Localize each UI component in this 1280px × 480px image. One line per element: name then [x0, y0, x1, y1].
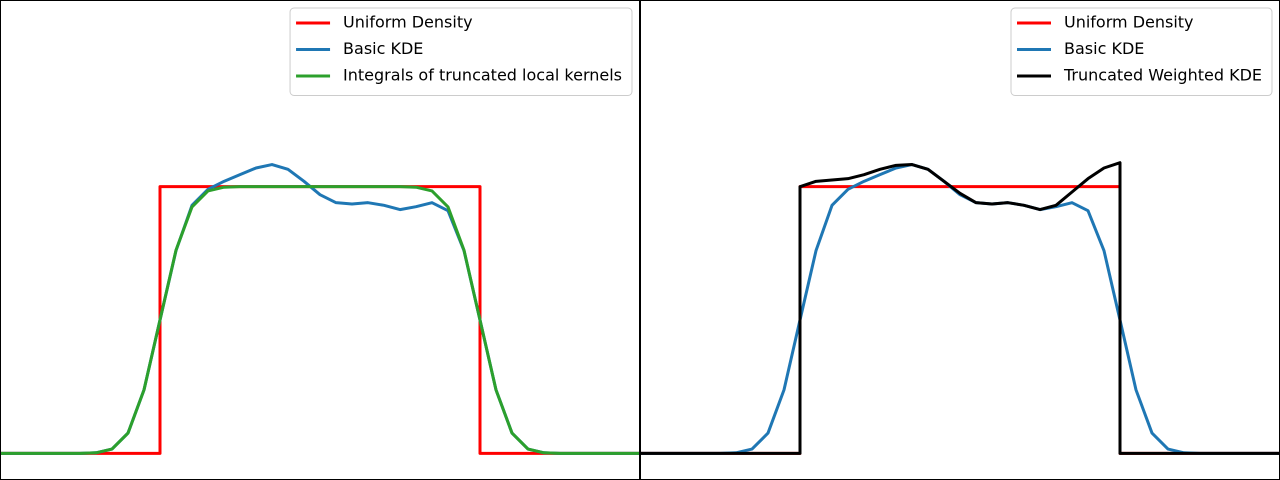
legend-label: Basic KDE	[343, 39, 423, 58]
line	[640, 161, 1280, 455]
panel: Uniform Density Basic KDE Truncated Weight…	[640, 0, 1280, 480]
legend-label: Uniform Density	[343, 13, 473, 32]
panel: Uniform Density Basic KDE Integrals of tru…	[0, 0, 640, 480]
line	[640, 163, 1280, 455]
legend-label: Integrals of truncated local kernels	[343, 66, 622, 85]
legend-box	[1010, 7, 1273, 96]
legend-label: Basic KDE	[1064, 39, 1144, 58]
line	[0, 163, 640, 455]
legend: Uniform Density Basic KDE Integrals of tru…	[289, 7, 633, 96]
plot-area	[640, 161, 1280, 455]
legend: Uniform Density Basic KDE Truncated Weight…	[1010, 7, 1273, 96]
line	[0, 185, 640, 455]
legend-box	[289, 7, 633, 96]
legend-label: Uniform Density	[1064, 13, 1194, 32]
line	[640, 185, 1280, 455]
legend-label: Truncated Weighted KDE	[1063, 66, 1262, 85]
plot-area	[0, 163, 640, 455]
line	[0, 185, 640, 455]
